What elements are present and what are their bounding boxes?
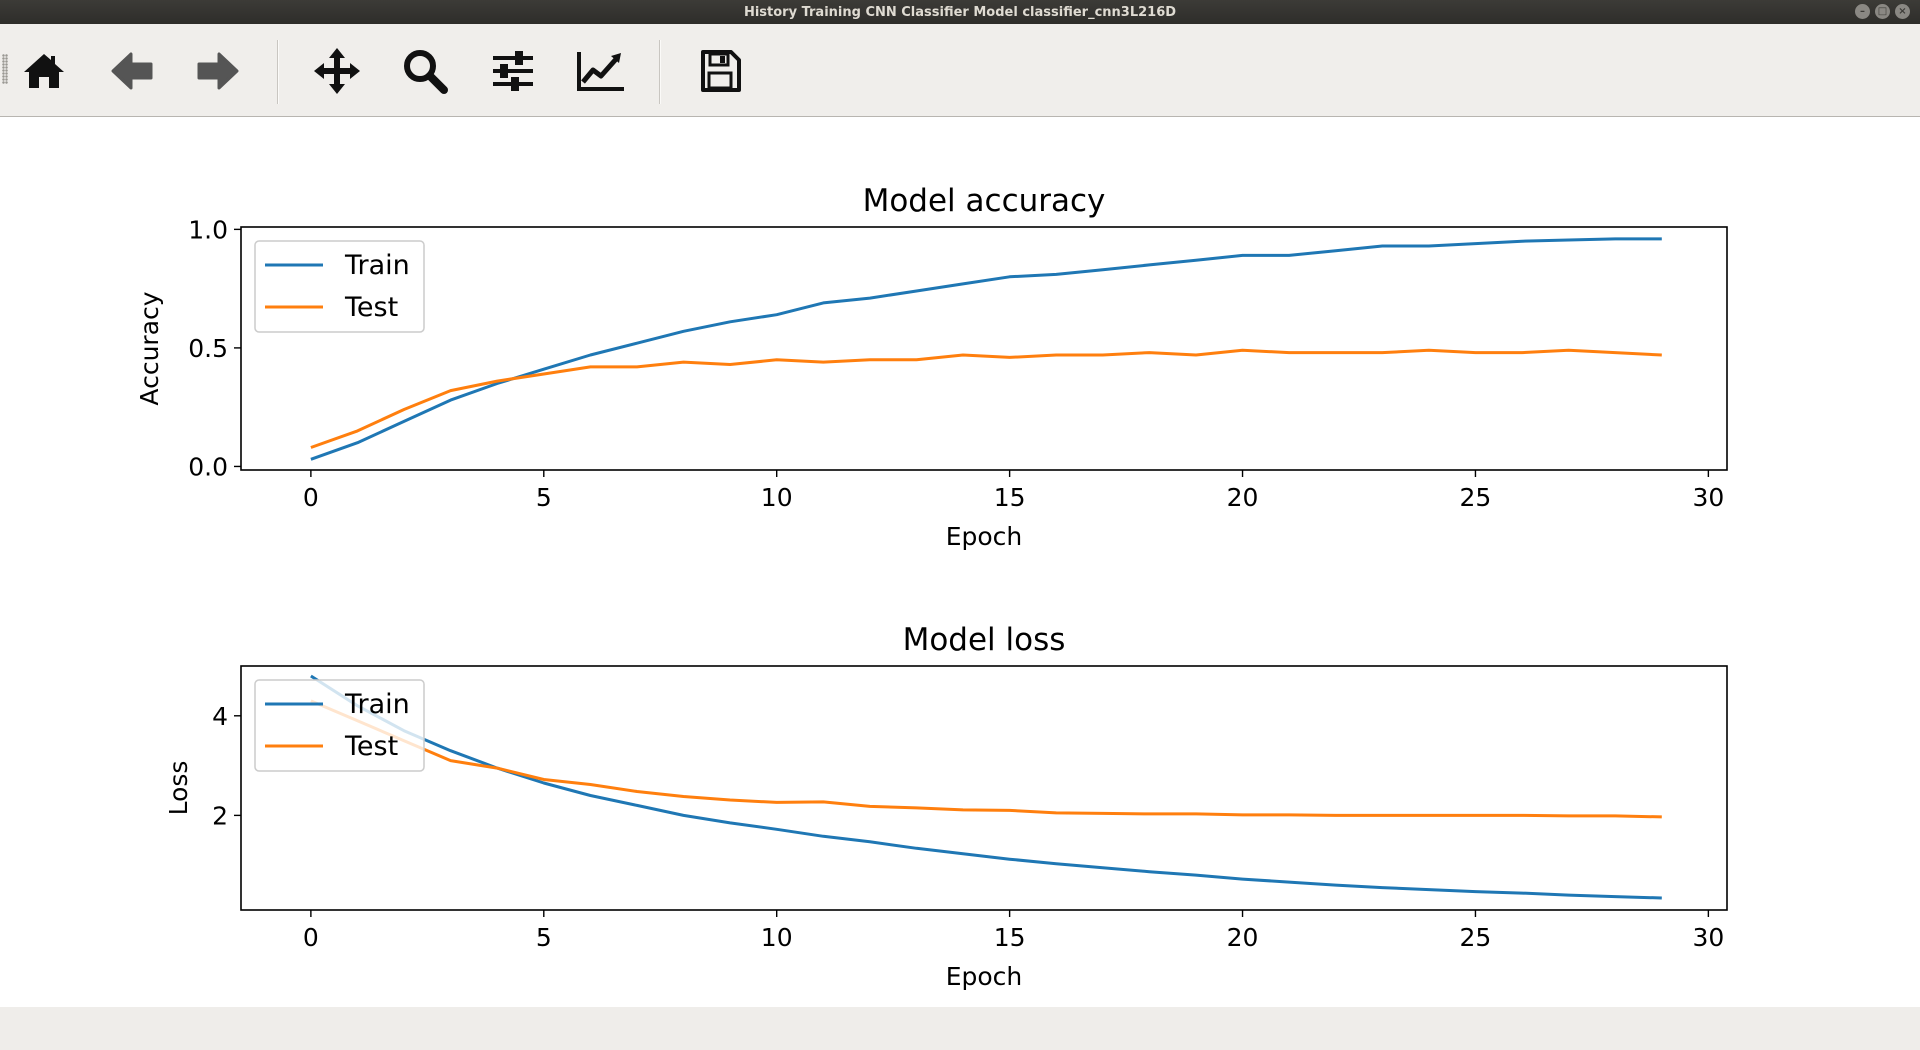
y-tick-label: 1.0	[188, 215, 228, 244]
legend: Train Test	[254, 240, 425, 333]
save-disk-icon	[701, 50, 741, 92]
window-titlebar: History Training CNN Classifier Model cl…	[0, 0, 1920, 24]
chart-title: Model accuracy	[863, 183, 1106, 219]
legend-label-test: Test	[344, 292, 398, 323]
configure-subplots-button[interactable]	[488, 46, 538, 96]
x-tick-label: 25	[1460, 923, 1492, 952]
figure-canvas[interactable]: 0 5 10 15 20 25 30 0.0 0.5 1.0 Model accuracy Epoch…	[0, 117, 1920, 1007]
subplot-accuracy	[234, 226, 1728, 477]
forward-button[interactable]	[193, 46, 243, 96]
y-axis-label: Loss	[164, 761, 193, 816]
x-tick-label: 25	[1460, 483, 1492, 512]
x-tick-label: 0	[303, 483, 319, 512]
chart-title: Model loss	[903, 622, 1066, 658]
window-controls: – □ ×	[1855, 4, 1910, 19]
y-tick-label: 0.0	[188, 452, 228, 481]
x-tick-label: 10	[761, 483, 793, 512]
pan-move-icon	[314, 48, 360, 94]
back-arrow-icon	[111, 52, 153, 90]
y-tick-label: 2	[212, 801, 228, 830]
minimize-icon[interactable]: –	[1855, 4, 1870, 19]
x-tick-label: 0	[303, 923, 319, 952]
toolbar-separator	[659, 40, 661, 104]
legend-label-test: Test	[344, 731, 398, 762]
toolbar-grip[interactable]	[2, 54, 8, 84]
zoom-button[interactable]	[400, 46, 450, 96]
series-line-train	[310, 237, 1662, 461]
navigation-toolbar	[0, 24, 1920, 117]
back-button[interactable]	[107, 46, 157, 96]
legend-label-train: Train	[344, 689, 410, 720]
toolbar-separator	[277, 40, 279, 104]
legend: Train Test	[254, 679, 425, 772]
edit-axis-button[interactable]	[576, 46, 626, 96]
x-tick-label: 20	[1227, 483, 1259, 512]
window-title: History Training CNN Classifier Model cl…	[743, 4, 1177, 20]
home-button[interactable]	[19, 46, 69, 96]
x-tick-label: 5	[536, 483, 552, 512]
close-icon[interactable]: ×	[1895, 4, 1910, 19]
axes-frame	[240, 665, 1728, 911]
status-bar	[0, 1007, 1920, 1050]
configure-subplots-icon	[493, 51, 533, 91]
maximize-icon[interactable]: □	[1875, 4, 1890, 19]
forward-arrow-icon	[197, 52, 239, 90]
series-line-train	[310, 674, 1662, 900]
y-tick-label: 0.5	[188, 334, 228, 363]
x-tick-label: 10	[761, 923, 793, 952]
save-button[interactable]	[695, 46, 745, 96]
zoom-magnifier-icon	[404, 50, 448, 94]
x-axis-label: Epoch	[946, 962, 1023, 991]
y-axis-label: Accuracy	[135, 291, 164, 405]
edit-axis-line-icon	[577, 52, 624, 91]
x-tick-label: 15	[994, 923, 1026, 952]
y-tick-label: 4	[212, 702, 228, 731]
subplot-loss	[234, 665, 1728, 917]
x-tick-label: 30	[1692, 923, 1724, 952]
x-tick-label: 30	[1692, 483, 1724, 512]
pan-button[interactable]	[312, 46, 362, 96]
axes-frame	[240, 226, 1728, 471]
x-tick-label: 20	[1227, 923, 1259, 952]
legend-label-train: Train	[344, 250, 410, 281]
home-icon	[24, 54, 64, 88]
x-tick-label: 15	[994, 483, 1026, 512]
x-axis-label: Epoch	[946, 522, 1023, 551]
series-line-test	[310, 699, 1662, 819]
x-tick-label: 5	[536, 923, 552, 952]
series-line-test	[310, 348, 1662, 449]
